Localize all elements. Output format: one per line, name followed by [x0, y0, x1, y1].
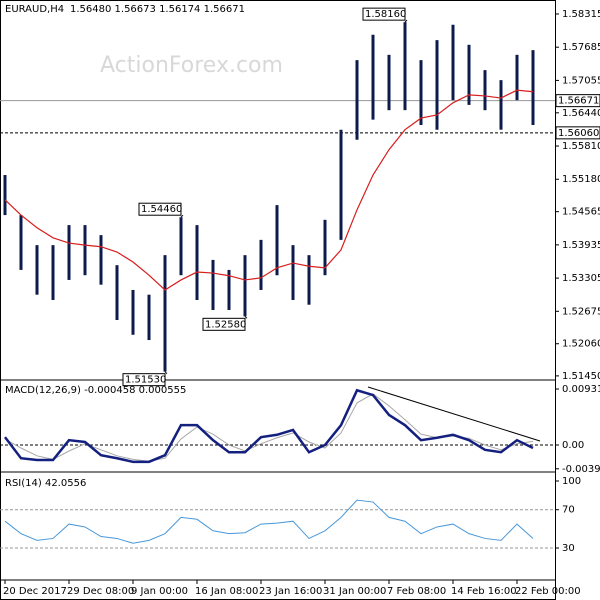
y-tick-label: 1.57055 [562, 75, 600, 86]
y-tick-label: 1.52060 [562, 339, 600, 350]
x-tick-label: 20 Dec 2017 [3, 586, 67, 597]
y-tick-label: 100 [562, 476, 581, 487]
annotation-leader [244, 315, 248, 319]
annotation-label: 1.52580 [205, 319, 246, 330]
x-tick-label: 14 Feb 16:00 [451, 586, 517, 597]
price-label: 1.56671 [558, 96, 599, 107]
y-tick-label: 1.51450 [562, 371, 600, 382]
x-tick-label: 23 Jan 16:00 [259, 586, 322, 597]
annotation-leader [180, 214, 184, 218]
quote: 1.56480 1.56673 1.56174 1.56671 [70, 4, 245, 15]
x-tick-label: 16 Jan 08:00 [195, 586, 258, 597]
y-tick-label: 0.009312 [562, 384, 600, 395]
watermark: ActionForex.com [100, 53, 283, 78]
y-tick-label: 1.57685 [562, 42, 600, 53]
x-tick-label: 9 Jan 00:00 [131, 586, 188, 597]
annotation-leader [404, 19, 408, 23]
x-tick-label: 7 Feb 08:00 [387, 586, 446, 597]
annotation-label: 1.51530 [125, 375, 166, 386]
trendline [367, 386, 541, 442]
rsi-line [4, 499, 534, 544]
price-label-box [555, 94, 600, 108]
annotation-box [138, 202, 182, 216]
y-tick-label: 1.53935 [562, 240, 600, 251]
y-tick-label: 1.54565 [562, 207, 600, 218]
y-tick-label: 30 [562, 543, 575, 554]
price-label-box [555, 126, 600, 140]
y-tick-label: 1.55810 [562, 141, 600, 152]
annotation-label: 1.58160 [365, 9, 406, 20]
x-tick-label: 31 Jan 00:00 [323, 586, 386, 597]
y-tick-label: 1.52675 [562, 306, 600, 317]
annotation-box [362, 7, 406, 21]
y-tick-label: 1.56440 [562, 108, 600, 119]
annotation-label: 1.54460 [141, 204, 182, 215]
annotation-leader [164, 371, 168, 375]
rsi-title: RSI(14) 42.0556 [5, 478, 86, 489]
macd-line [4, 388, 534, 464]
moving-average [4, 89, 534, 291]
y-tick-label: 70 [562, 505, 575, 516]
x-tick-label: 29 Dec 08:00 [67, 586, 134, 597]
chart-title: EURAUD,H4 [5, 4, 64, 15]
y-tick-label: 1.55180 [562, 174, 600, 185]
signal-line [4, 393, 534, 462]
price-label: 1.56060 [558, 128, 599, 139]
y-tick-label: 1.53305 [562, 273, 600, 284]
y-tick-label: 1.58315 [562, 9, 600, 20]
annotation-box [202, 317, 246, 331]
y-tick-label: 0.00 [562, 440, 584, 451]
y-tick-label: -0.003958 [562, 464, 600, 475]
x-tick-label: 22 Feb 00:00 [515, 586, 581, 597]
macd-title: MACD(12,26,9) -0.000458 0.000555 [5, 385, 186, 396]
annotation-box [122, 373, 166, 387]
